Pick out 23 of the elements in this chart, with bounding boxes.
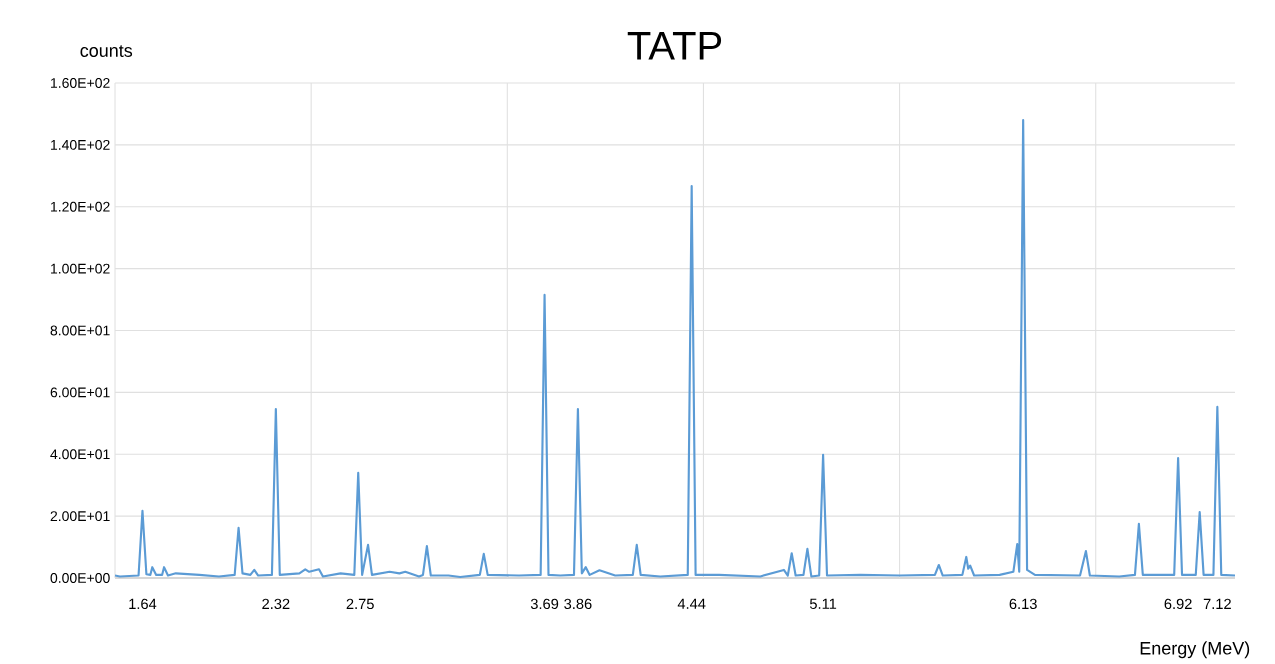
line-series xyxy=(113,119,1237,579)
y-tick-label: 6.00E+01 xyxy=(50,387,110,398)
x-tick-label: 2.75 xyxy=(346,598,374,610)
x-tick-label: 3.69 xyxy=(530,598,559,610)
x-tick-label: 7.12 xyxy=(1203,598,1231,609)
x-tick-label: 1.64 xyxy=(129,598,157,610)
x-axis-title: Energy (MeV) xyxy=(1140,641,1250,659)
x-tick-label: 4.44 xyxy=(677,598,706,609)
y-tick-label: 1.60E+02 xyxy=(51,78,110,88)
y-tick-label: 2.00E+01 xyxy=(50,511,110,522)
x-tick-label: 2.32 xyxy=(262,598,290,610)
y-tick-label: 1.20E+02 xyxy=(51,201,110,212)
x-tick-label: 6.92 xyxy=(1164,598,1192,610)
y-tick-label: 1.00E+02 xyxy=(51,263,110,274)
y-tick-label: 1.40E+02 xyxy=(51,139,110,150)
y-tick-label: 4.00E+01 xyxy=(50,449,110,460)
y-tick-label: 8.00E+01 xyxy=(50,325,110,336)
x-tick-label: 6.13 xyxy=(1009,598,1037,610)
chart-title: TATP xyxy=(627,32,722,60)
y-axis-title: counts xyxy=(80,45,133,57)
y-tick-label: 0.00E+00 xyxy=(50,573,110,583)
x-tick-label: 5.11 xyxy=(809,598,837,609)
x-tick-label: 3.86 xyxy=(564,598,592,610)
